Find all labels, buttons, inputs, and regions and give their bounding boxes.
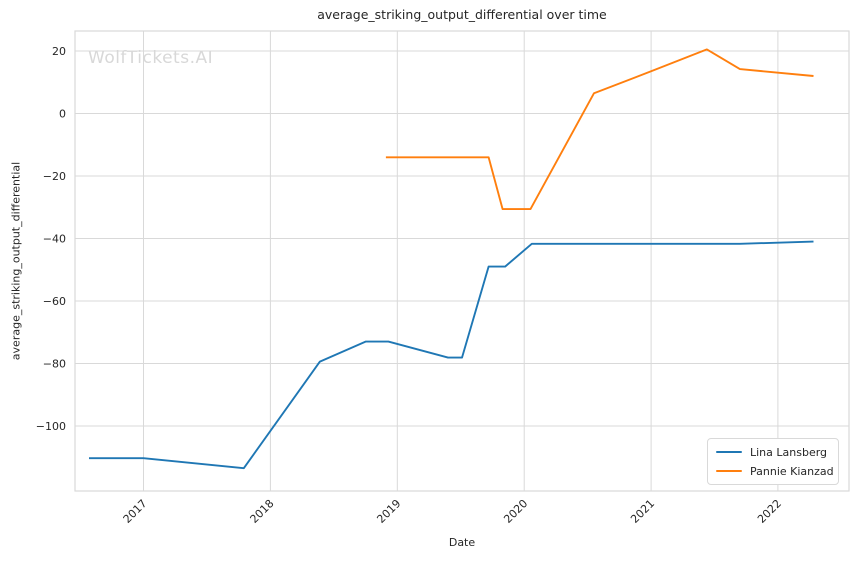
watermark-text: WolfTickets.AI	[88, 48, 214, 68]
legend: Lina Lansberg Pannie Kianzad	[707, 438, 839, 485]
series-line-lina-lansberg	[89, 240, 814, 470]
y-tick-label: −40	[43, 233, 66, 246]
series-line-pannie-kianzad	[385, 48, 814, 211]
legend-line-swatch-blue	[716, 451, 742, 453]
x-tick-label: 2017	[121, 497, 150, 526]
plot-border	[74, 30, 850, 492]
y-tick-label: −80	[43, 358, 66, 371]
legend-label: Lina Lansberg	[750, 445, 828, 459]
x-tick-label: 2019	[374, 497, 403, 526]
y-tick-label: −100	[36, 420, 66, 433]
chart-title: average_striking_output_differential ove…	[317, 7, 607, 22]
x-tick-label: 2018	[248, 497, 277, 526]
y-tick-label: −60	[43, 295, 66, 308]
y-tick-label: −20	[43, 170, 66, 183]
x-tick-label: 2022	[755, 497, 784, 526]
legend-label: Pannie Kianzad	[750, 464, 834, 478]
legend-item-lina-lansberg: Lina Lansberg	[716, 444, 830, 460]
y-tick-label: 0	[59, 108, 66, 121]
x-axis-label: Date	[448, 536, 476, 549]
x-tick-label: 2021	[628, 497, 657, 526]
x-tick-label: 2020	[501, 497, 530, 526]
y-tick-label: 20	[52, 45, 66, 58]
legend-line-swatch-orange	[716, 470, 742, 472]
legend-item-pannie-kianzad: Pannie Kianzad	[716, 463, 834, 479]
y-axis-label: average_striking_output_differential	[9, 161, 23, 361]
